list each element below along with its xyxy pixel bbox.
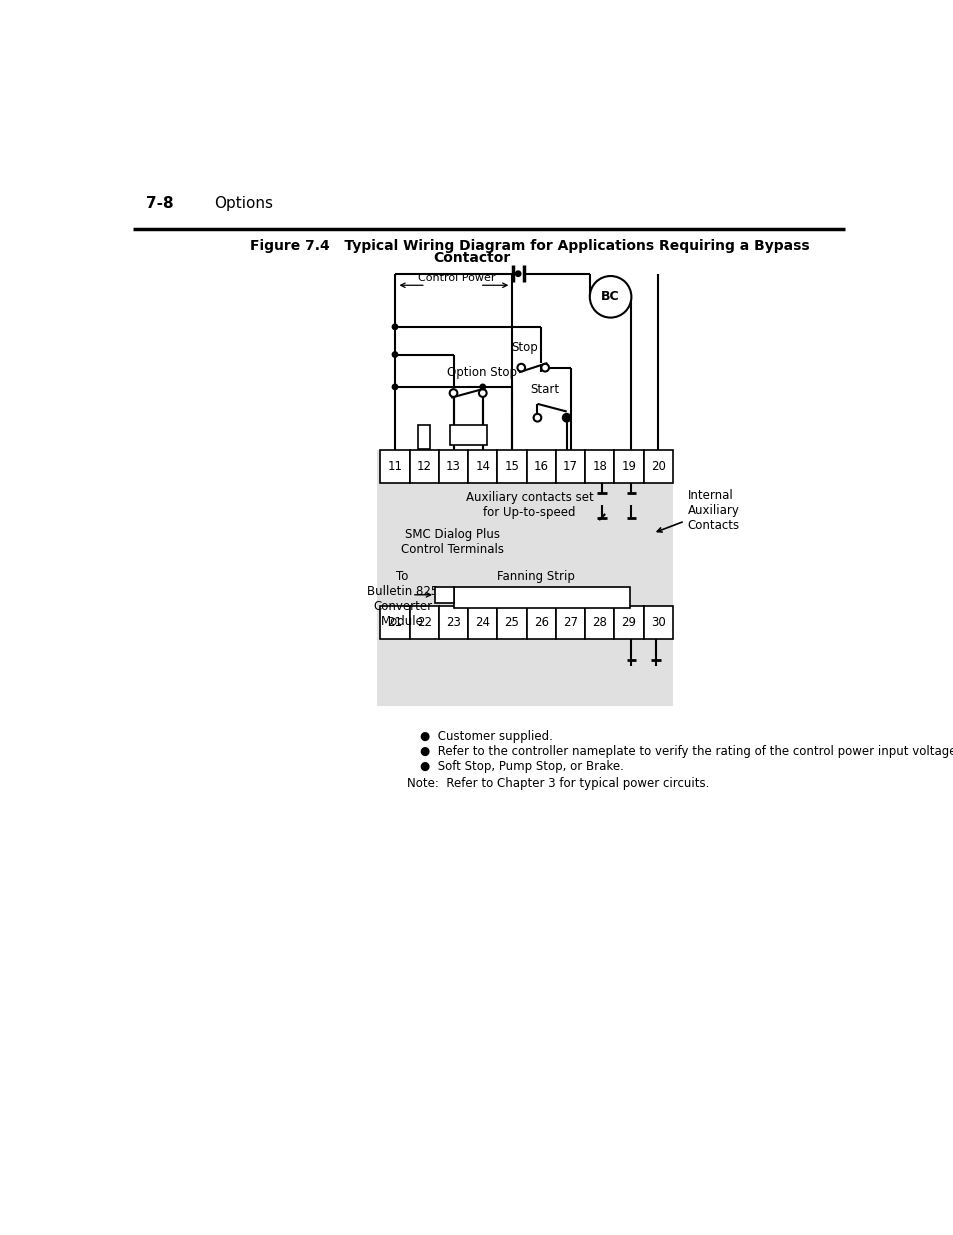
Text: To
Bulletin 825
Converter
Module: To Bulletin 825 Converter Module bbox=[367, 571, 437, 629]
Bar bbox=[584, 450, 614, 483]
Bar bbox=[556, 450, 584, 483]
Text: 22: 22 bbox=[416, 615, 432, 629]
Bar bbox=[556, 605, 584, 638]
Text: 14: 14 bbox=[475, 461, 490, 473]
Text: 12: 12 bbox=[416, 461, 432, 473]
Text: 30: 30 bbox=[650, 615, 665, 629]
Bar bbox=[614, 450, 643, 483]
Circle shape bbox=[540, 364, 548, 372]
Bar bbox=[380, 450, 409, 483]
Bar bbox=[454, 587, 629, 608]
Text: 26: 26 bbox=[534, 615, 548, 629]
Text: Start: Start bbox=[530, 383, 559, 396]
Bar bbox=[643, 605, 672, 638]
Text: 29: 29 bbox=[621, 615, 636, 629]
Text: 15: 15 bbox=[504, 461, 519, 473]
Text: 25: 25 bbox=[504, 615, 519, 629]
Text: Internal
Auxiliary
Contacts: Internal Auxiliary Contacts bbox=[657, 489, 739, 532]
Bar bbox=[409, 450, 438, 483]
Text: Figure 7.4   Typical Wiring Diagram for Applications Requiring a Bypass: Figure 7.4 Typical Wiring Diagram for Ap… bbox=[250, 240, 809, 253]
Text: 17: 17 bbox=[562, 461, 578, 473]
Bar bbox=[526, 450, 556, 483]
Text: SMC Dialog Plus
Control Terminals: SMC Dialog Plus Control Terminals bbox=[401, 527, 504, 556]
Text: Contactor: Contactor bbox=[433, 252, 510, 266]
Circle shape bbox=[515, 270, 520, 277]
Bar bbox=[614, 605, 643, 638]
Text: 13: 13 bbox=[446, 461, 460, 473]
Text: Options: Options bbox=[213, 196, 273, 211]
Circle shape bbox=[392, 352, 397, 357]
Bar bbox=[468, 605, 497, 638]
Text: Fanning Strip: Fanning Strip bbox=[497, 571, 575, 583]
Text: 27: 27 bbox=[562, 615, 578, 629]
Bar bbox=[409, 605, 438, 638]
Text: 24: 24 bbox=[475, 615, 490, 629]
Text: 20: 20 bbox=[650, 461, 665, 473]
Bar bbox=[380, 605, 409, 638]
Text: Option Stop: Option Stop bbox=[447, 367, 517, 379]
Bar bbox=[438, 605, 468, 638]
Text: 11: 11 bbox=[387, 461, 402, 473]
Circle shape bbox=[517, 364, 524, 372]
Circle shape bbox=[533, 414, 540, 421]
Bar bbox=[435, 587, 454, 603]
Text: 21: 21 bbox=[387, 615, 402, 629]
Bar bbox=[643, 450, 672, 483]
Text: 19: 19 bbox=[621, 461, 636, 473]
Text: ●  Refer to the controller nameplate to verify the rating of the control power i: ● Refer to the controller nameplate to v… bbox=[420, 745, 953, 758]
Bar bbox=[468, 450, 497, 483]
Circle shape bbox=[478, 389, 486, 396]
Text: 23: 23 bbox=[446, 615, 460, 629]
Circle shape bbox=[563, 415, 569, 420]
Text: ●  Customer supplied.: ● Customer supplied. bbox=[420, 730, 553, 742]
Bar bbox=[497, 605, 526, 638]
Text: 18: 18 bbox=[592, 461, 607, 473]
Bar bbox=[497, 450, 526, 483]
Bar bbox=[526, 605, 556, 638]
Bar bbox=[417, 425, 430, 448]
Circle shape bbox=[449, 389, 456, 396]
Text: BC: BC bbox=[600, 290, 619, 304]
Bar bbox=[584, 605, 614, 638]
Text: 16: 16 bbox=[534, 461, 548, 473]
Circle shape bbox=[589, 275, 631, 317]
Text: ●  Soft Stop, Pump Stop, or Brake.: ● Soft Stop, Pump Stop, or Brake. bbox=[420, 761, 623, 773]
Circle shape bbox=[392, 384, 397, 389]
Text: Control Power: Control Power bbox=[417, 273, 495, 283]
Text: Auxiliary contacts set
for Up-to-speed: Auxiliary contacts set for Up-to-speed bbox=[465, 490, 593, 519]
Text: Note:  Refer to Chapter 3 for typical power circuits.: Note: Refer to Chapter 3 for typical pow… bbox=[406, 777, 708, 790]
Circle shape bbox=[562, 414, 570, 421]
Bar bbox=[449, 425, 486, 445]
Bar bbox=[438, 450, 468, 483]
Bar bbox=[376, 450, 672, 705]
Text: Stop: Stop bbox=[511, 341, 537, 353]
Text: 28: 28 bbox=[592, 615, 607, 629]
Circle shape bbox=[392, 324, 397, 330]
Text: 7-8: 7-8 bbox=[146, 196, 173, 211]
Circle shape bbox=[479, 384, 485, 389]
